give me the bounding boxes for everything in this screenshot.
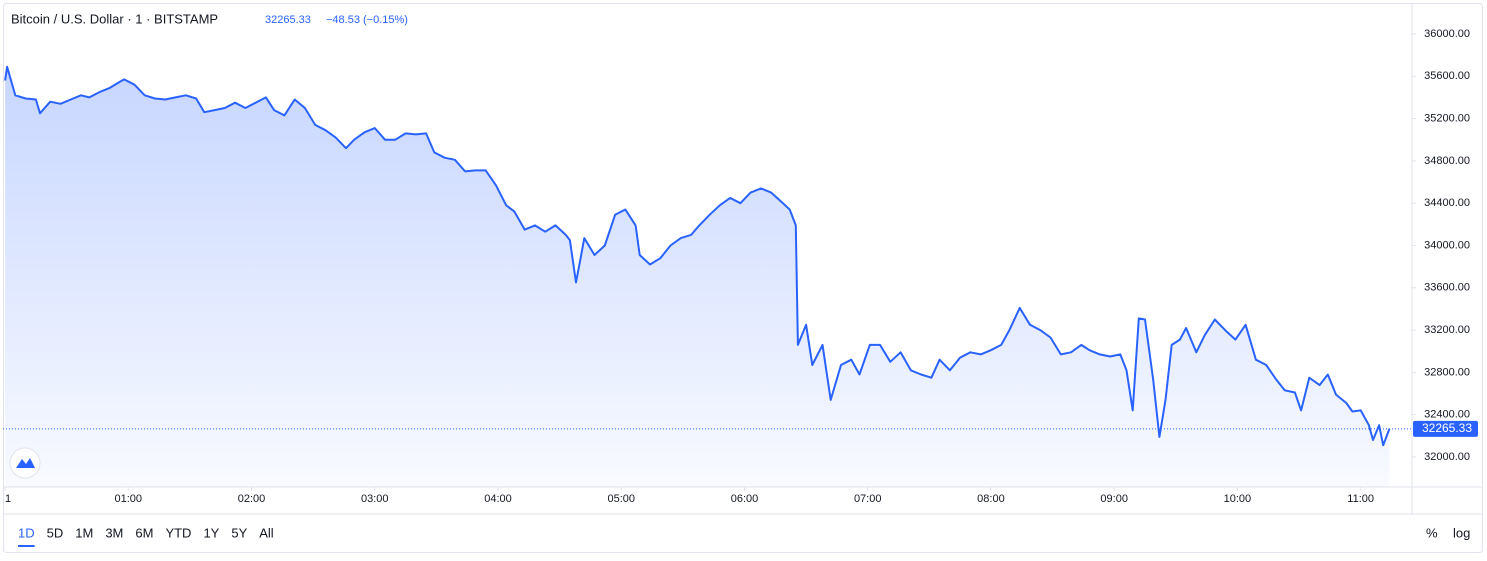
range-button[interactable]: 6M: [135, 525, 153, 540]
y-tick-label: 32400.00: [1424, 409, 1470, 421]
y-tick-label: 34400.00: [1424, 197, 1470, 209]
range-button[interactable]: All: [259, 525, 274, 540]
y-tick-label: 33600.00: [1424, 282, 1470, 294]
y-tick-label: 35200.00: [1424, 112, 1470, 124]
scale-option[interactable]: log: [1453, 525, 1470, 540]
x-tick-label: 03:00: [361, 493, 389, 505]
plot: [3, 65, 1412, 488]
toolbar: 1D 5D 1M 3M 6M YTD 1Y 5Y All% log: [18, 525, 1470, 547]
scale-option[interactable]: %: [1426, 525, 1438, 540]
price-line: [4, 65, 1391, 447]
last-price-box: [1413, 420, 1478, 437]
x-tick-label: 07:00: [854, 493, 882, 505]
x-tick-label: 09:00: [1100, 493, 1128, 505]
range-button[interactable]: 5Y: [231, 525, 247, 540]
last-price-label: 32265.33: [1422, 421, 1472, 435]
range-button[interactable]: 1M: [75, 525, 93, 540]
x-tick-label: 04:00: [484, 493, 512, 505]
y-tick-label: 36000.00: [1424, 28, 1470, 40]
range-button[interactable]: 1Y: [203, 525, 219, 540]
area-fill: [5, 66, 1390, 488]
header-change: −48.53 (−0.15%): [326, 14, 408, 26]
y-tick-label: 33200.00: [1424, 324, 1470, 336]
y-tick-label: 34000.00: [1424, 239, 1470, 251]
logo: [9, 447, 41, 479]
range-button[interactable]: 3M: [105, 525, 123, 540]
x-tick-label: 11:00: [1347, 493, 1374, 505]
x-tick-label: 10:00: [1224, 493, 1252, 505]
range-button[interactable]: 5D: [47, 525, 64, 540]
y-tick-label: 35600.00: [1424, 70, 1470, 82]
x-tick-label: 08:00: [977, 493, 1005, 505]
y-tick-label: 32000.00: [1424, 451, 1470, 463]
header-price: 32265.33: [265, 14, 311, 26]
y-tick-label: 34800.00: [1424, 155, 1470, 167]
x-tick-label: 06:00: [731, 493, 759, 505]
symbol-title: Bitcoin / U.S. Dollar · 1 · BITSTAMP: [11, 11, 218, 26]
x-tick-label: 1: [5, 493, 11, 505]
x-tick-label: 05:00: [607, 493, 635, 505]
y-tick-label: 32800.00: [1424, 366, 1470, 378]
x-tick-label: 02:00: [238, 493, 266, 505]
x-tick-label: 01:00: [115, 493, 143, 505]
range-button[interactable]: 1D: [18, 525, 35, 540]
range-button[interactable]: YTD: [165, 525, 191, 540]
